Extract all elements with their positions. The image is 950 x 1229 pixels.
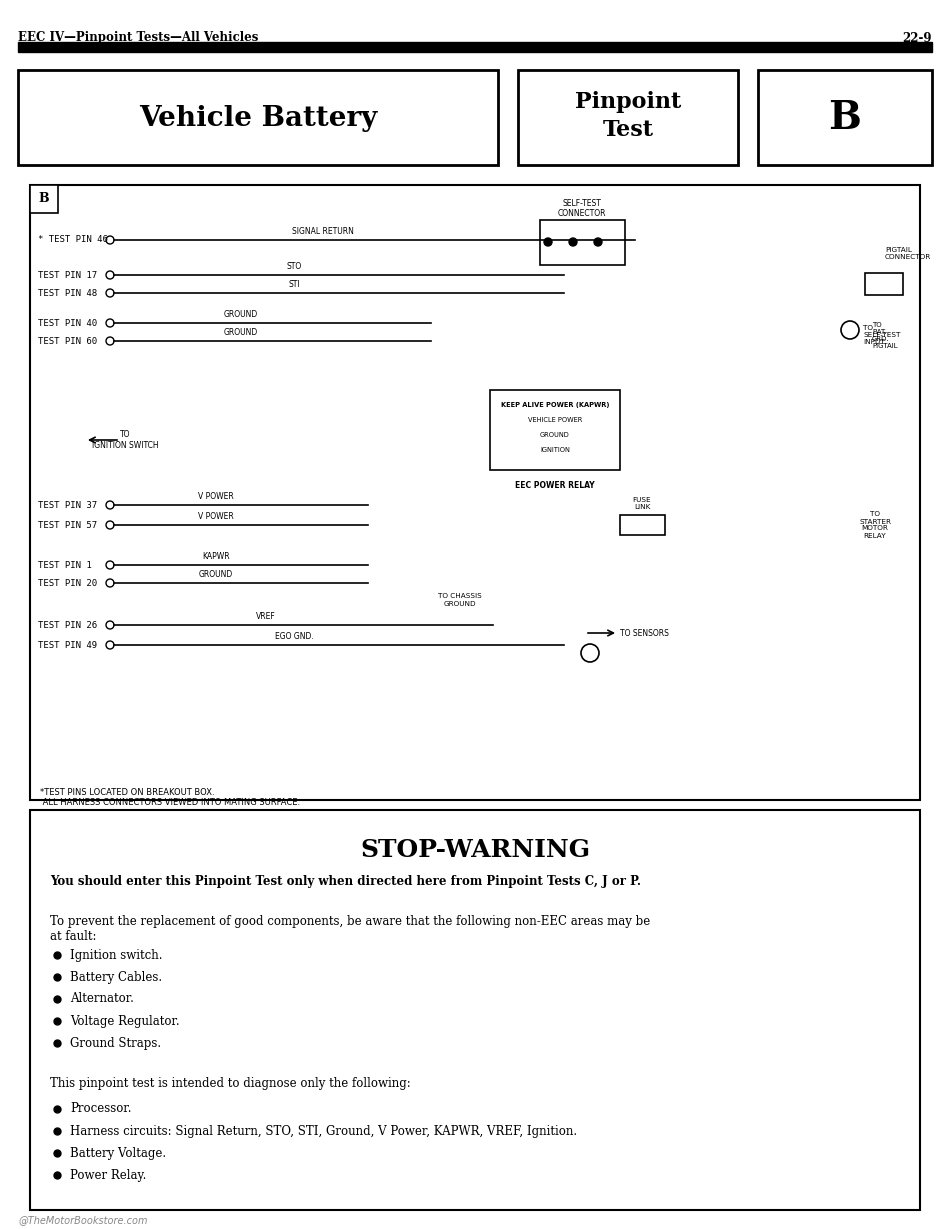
Text: TO
SELF-TEST
INPUT: TO SELF-TEST INPUT [863, 324, 901, 345]
Text: GROUND: GROUND [223, 310, 257, 320]
Text: SIGNAL RETURN: SIGNAL RETURN [292, 227, 353, 236]
Text: GROUND: GROUND [199, 570, 233, 579]
Text: Alternator.: Alternator. [70, 993, 134, 1005]
Text: V POWER: V POWER [198, 512, 234, 521]
Text: KEEP ALIVE POWER (KAPWR): KEEP ALIVE POWER (KAPWR) [501, 402, 609, 408]
Text: 22-9: 22-9 [902, 32, 932, 44]
Text: TEST PIN 57: TEST PIN 57 [38, 521, 97, 530]
Text: TO
BAT.
GRD.
PIGTAIL: TO BAT. GRD. PIGTAIL [872, 322, 898, 349]
Bar [18, 42, 932, 52]
Text: Ground Straps.: Ground Straps. [70, 1036, 162, 1050]
Text: SELF-TEST
CONNECTOR: SELF-TEST CONNECTOR [558, 199, 606, 218]
Text: TEST PIN 48: TEST PIN 48 [38, 289, 97, 297]
Text: TEST PIN 1: TEST PIN 1 [38, 560, 92, 569]
Bar [540, 220, 625, 265]
Text: EEC IV—Pinpoint Tests—All Vehicles: EEC IV—Pinpoint Tests—All Vehicles [18, 32, 258, 44]
Text: TO CHASSIS
GROUND: TO CHASSIS GROUND [438, 594, 482, 606]
Text: Vehicle Battery: Vehicle Battery [139, 104, 377, 132]
Text: Power Relay.: Power Relay. [70, 1169, 146, 1181]
Text: FUSE
LINK: FUSE LINK [633, 497, 652, 510]
Text: You should enter this Pinpoint Test only when directed here from Pinpoint Tests : You should enter this Pinpoint Test only… [50, 875, 641, 889]
Text: STOP-WARNING: STOP-WARNING [360, 838, 590, 862]
Text: Processor.: Processor. [70, 1102, 131, 1116]
Text: EEC POWER RELAY: EEC POWER RELAY [515, 481, 595, 489]
Text: Battery Voltage.: Battery Voltage. [70, 1147, 166, 1159]
Text: To prevent the replacement of good components, be aware that the following non-E: To prevent the replacement of good compo… [50, 916, 650, 943]
Text: GROUND: GROUND [223, 328, 257, 337]
Text: TEST PIN 60: TEST PIN 60 [38, 337, 97, 345]
Text: B: B [39, 193, 49, 205]
Text: TO SENSORS: TO SENSORS [620, 628, 669, 638]
Text: GROUND: GROUND [541, 433, 570, 438]
Text: TEST PIN 49: TEST PIN 49 [38, 640, 97, 649]
Text: This pinpoint test is intended to diagnose only the following:: This pinpoint test is intended to diagno… [50, 1077, 410, 1089]
Text: STI: STI [288, 280, 300, 289]
Text: TEST PIN 40: TEST PIN 40 [38, 318, 97, 327]
Text: @TheMotorBookstore.com: @TheMotorBookstore.com [18, 1215, 147, 1225]
Bar [518, 70, 738, 165]
Text: TO
STARTER
MOTOR
RELAY: TO STARTER MOTOR RELAY [859, 511, 891, 538]
Text: TEST PIN 20: TEST PIN 20 [38, 579, 97, 587]
Text: TEST PIN 37: TEST PIN 37 [38, 500, 97, 510]
Text: KAPWR: KAPWR [201, 552, 230, 560]
Bar [18, 70, 498, 165]
Text: PIGTAIL
CONNECTOR: PIGTAIL CONNECTOR [885, 247, 931, 261]
Text: VREF: VREF [256, 612, 276, 621]
Text: Harness circuits: Signal Return, STO, STI, Ground, V Power, KAPWR, VREF, Ignitio: Harness circuits: Signal Return, STO, ST… [70, 1125, 578, 1138]
Text: TEST PIN 17: TEST PIN 17 [38, 270, 97, 279]
Text: *TEST PINS LOCATED ON BREAKOUT BOX.
 ALL HARNESS CONNECTORS VIEWED INTO MATING S: *TEST PINS LOCATED ON BREAKOUT BOX. ALL … [40, 788, 300, 807]
Text: V POWER: V POWER [198, 492, 234, 501]
Circle shape [544, 238, 552, 246]
Bar [758, 70, 932, 165]
Text: EGO GND.: EGO GND. [275, 632, 314, 642]
Bar [30, 186, 58, 213]
Bar [30, 186, 920, 800]
Text: TEST PIN 26: TEST PIN 26 [38, 621, 97, 629]
Text: B: B [828, 100, 862, 136]
Bar [865, 273, 903, 295]
Text: STO: STO [286, 262, 302, 272]
Bar [490, 390, 620, 469]
Bar [620, 515, 665, 535]
Bar [30, 810, 920, 1211]
Text: IGNITION: IGNITION [540, 447, 570, 454]
Text: Ignition switch.: Ignition switch. [70, 949, 162, 961]
Text: VEHICLE POWER: VEHICLE POWER [528, 417, 582, 423]
Circle shape [594, 238, 602, 246]
Text: Battery Cables.: Battery Cables. [70, 971, 162, 983]
Text: Voltage Regulator.: Voltage Regulator. [70, 1014, 180, 1027]
Text: TO
IGNITION SWITCH: TO IGNITION SWITCH [92, 430, 159, 450]
Text: * TEST PIN 46: * TEST PIN 46 [38, 236, 108, 245]
Circle shape [569, 238, 577, 246]
Text: Pinpoint
Test: Pinpoint Test [575, 91, 681, 140]
